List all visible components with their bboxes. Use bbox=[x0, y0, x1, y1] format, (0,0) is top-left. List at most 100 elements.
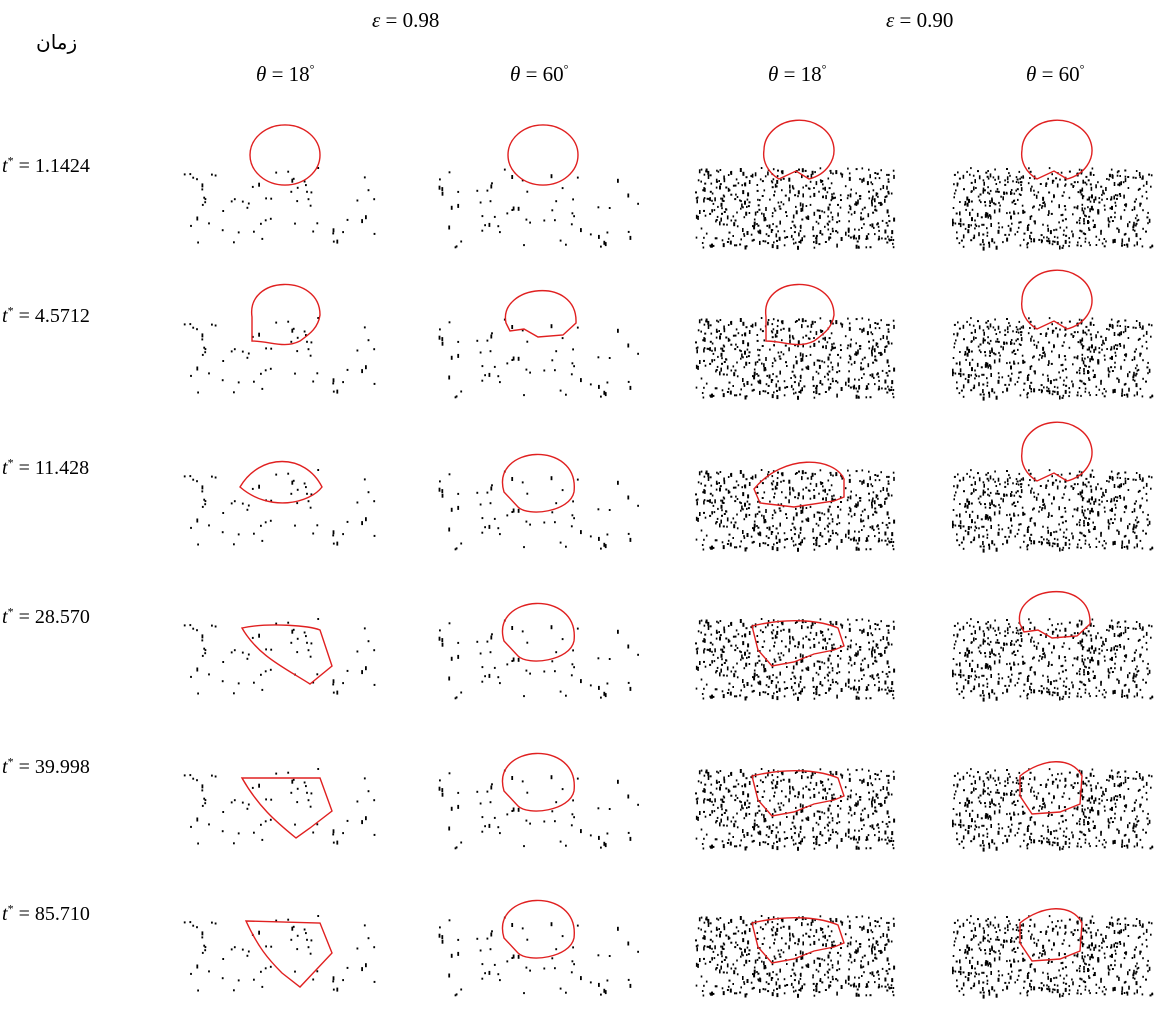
particle bbox=[1048, 191, 1051, 194]
particle bbox=[1054, 240, 1056, 243]
particle bbox=[600, 245, 602, 248]
particle bbox=[700, 330, 702, 333]
particle bbox=[711, 793, 714, 796]
particle bbox=[476, 339, 479, 342]
particle bbox=[332, 232, 335, 235]
particle bbox=[1136, 364, 1138, 367]
particle bbox=[967, 379, 970, 384]
particle-field bbox=[952, 167, 1154, 251]
particle bbox=[734, 198, 737, 201]
particle bbox=[756, 512, 759, 515]
particle bbox=[1022, 326, 1025, 329]
particle bbox=[739, 470, 742, 474]
particle bbox=[779, 658, 782, 661]
particle bbox=[730, 670, 733, 673]
particle bbox=[959, 211, 961, 216]
particle bbox=[1113, 646, 1115, 651]
particle bbox=[441, 337, 444, 342]
particle bbox=[1035, 645, 1038, 650]
particle bbox=[735, 343, 737, 346]
particle bbox=[565, 844, 567, 847]
particle bbox=[997, 340, 1000, 343]
particle bbox=[260, 222, 262, 225]
particle bbox=[717, 656, 719, 659]
particle bbox=[211, 774, 213, 777]
particle bbox=[222, 210, 225, 212]
particle bbox=[771, 517, 774, 520]
particle bbox=[1088, 377, 1090, 380]
particle bbox=[722, 674, 725, 677]
particle bbox=[310, 642, 313, 645]
particle bbox=[852, 836, 855, 839]
particle bbox=[742, 473, 745, 478]
particle bbox=[759, 542, 761, 547]
particle bbox=[190, 825, 192, 828]
particle bbox=[891, 380, 894, 385]
particle bbox=[712, 653, 715, 656]
particle bbox=[765, 383, 768, 386]
particle bbox=[995, 547, 998, 552]
particle bbox=[972, 476, 975, 479]
particle bbox=[251, 636, 254, 639]
particle bbox=[874, 322, 877, 324]
particle bbox=[989, 502, 991, 505]
particle bbox=[805, 486, 808, 489]
particle bbox=[1030, 682, 1033, 685]
particle bbox=[986, 477, 989, 480]
particle bbox=[1137, 368, 1140, 371]
particle bbox=[771, 663, 774, 666]
particle bbox=[795, 507, 797, 510]
particle bbox=[868, 168, 870, 171]
particle bbox=[878, 385, 880, 388]
simulation-panel-r2-c2 bbox=[428, 265, 648, 415]
particle bbox=[730, 320, 733, 325]
particle bbox=[1021, 655, 1024, 658]
particle bbox=[265, 347, 267, 350]
particle bbox=[627, 681, 630, 684]
particle bbox=[600, 846, 602, 849]
particle bbox=[952, 207, 955, 209]
particle bbox=[801, 470, 804, 475]
particle bbox=[1086, 500, 1089, 503]
particle bbox=[809, 482, 812, 485]
particle bbox=[966, 504, 969, 509]
particle bbox=[1065, 376, 1068, 379]
particle bbox=[1053, 496, 1055, 501]
particle bbox=[214, 625, 217, 628]
particle bbox=[1023, 361, 1026, 364]
particle bbox=[204, 198, 207, 201]
particle bbox=[830, 622, 832, 625]
particle bbox=[826, 642, 829, 645]
particle bbox=[201, 203, 204, 206]
particle bbox=[802, 787, 804, 790]
particle bbox=[887, 342, 890, 345]
particle bbox=[811, 472, 814, 477]
particle bbox=[782, 628, 785, 631]
particle bbox=[1079, 189, 1082, 194]
particle bbox=[1120, 632, 1122, 637]
particle bbox=[722, 393, 725, 398]
particle bbox=[859, 499, 862, 502]
particle bbox=[214, 775, 217, 778]
particle bbox=[978, 349, 981, 352]
particle bbox=[727, 638, 730, 643]
particle bbox=[831, 497, 834, 502]
particle bbox=[1080, 322, 1083, 325]
particle bbox=[782, 654, 785, 657]
particle bbox=[1137, 218, 1140, 221]
particle bbox=[727, 489, 730, 494]
particle bbox=[845, 231, 847, 236]
particle bbox=[878, 229, 880, 232]
particle bbox=[869, 847, 872, 850]
particle bbox=[721, 658, 723, 661]
particle bbox=[1016, 532, 1019, 535]
particle bbox=[997, 229, 1000, 234]
particle bbox=[741, 334, 743, 337]
particle bbox=[756, 223, 758, 225]
particle bbox=[497, 527, 500, 530]
particle bbox=[991, 388, 994, 393]
particle bbox=[869, 548, 872, 551]
particle bbox=[1085, 333, 1088, 336]
particle bbox=[760, 768, 763, 770]
particle bbox=[828, 187, 831, 190]
